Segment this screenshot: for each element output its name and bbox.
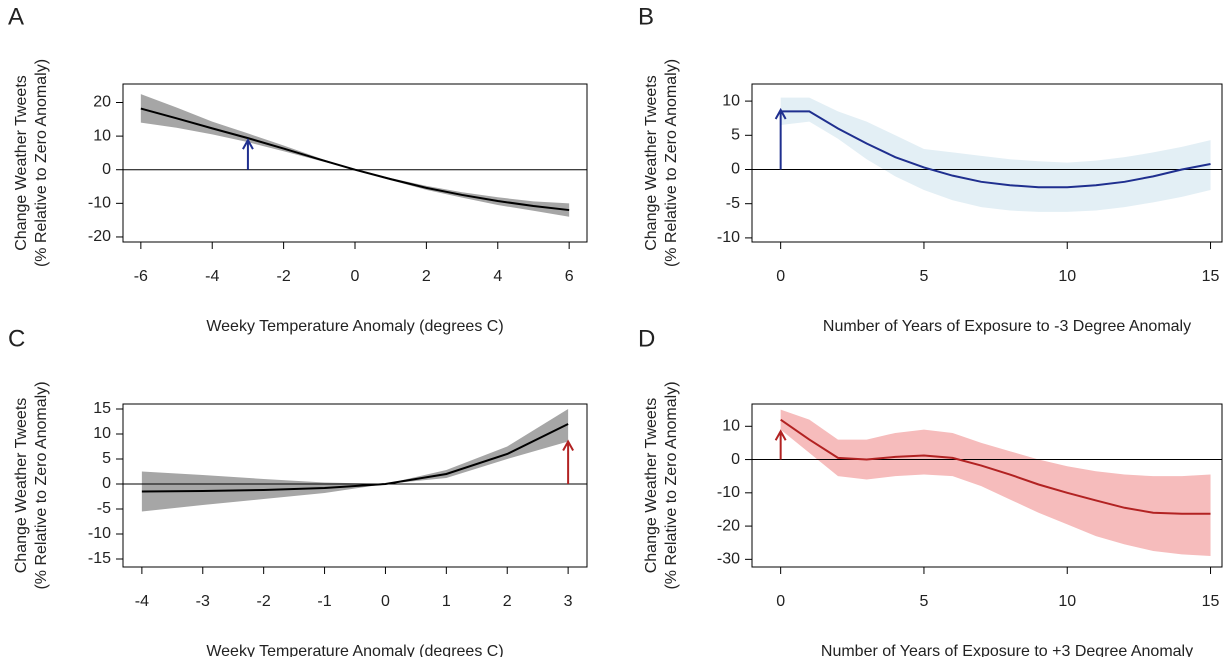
x-tick-label: -4 <box>205 268 219 285</box>
arrow <box>562 439 574 484</box>
plot-frame <box>122 403 588 568</box>
x-tick-label: 0 <box>776 593 785 610</box>
x-tick-label: -4 <box>135 593 149 610</box>
y-axis-label: Change Weather Tweets <box>13 75 30 251</box>
y-tick-label: -5 <box>97 500 111 517</box>
y-tick-label: 10 <box>722 92 740 109</box>
y-tick-label: 10 <box>93 425 111 442</box>
x-tick-label: 6 <box>565 268 574 285</box>
y-tick-label: -10 <box>88 525 111 542</box>
confidence-band <box>141 409 569 512</box>
x-tick-label: -2 <box>257 593 271 610</box>
y-axis-label: (% Relative to Zero Anomaly) <box>663 59 680 267</box>
y-tick-label: 5 <box>102 450 111 467</box>
x-tick-label: -2 <box>276 268 290 285</box>
x-tick-label: 10 <box>1058 593 1076 610</box>
panel-letter: C <box>8 325 25 352</box>
y-tick-label: 0 <box>102 161 111 178</box>
panel-letter: A <box>8 3 24 30</box>
x-tick-label: 5 <box>919 268 928 285</box>
confidence-band <box>780 409 1211 557</box>
y-tick-label: -20 <box>717 517 740 534</box>
line <box>780 110 1211 189</box>
x-tick-label: 15 <box>1202 268 1220 285</box>
x-tick-label: 10 <box>1058 268 1076 285</box>
x-tick-label: 2 <box>422 268 431 285</box>
y-axis-label: (% Relative to Zero Anomaly) <box>33 59 50 267</box>
x-tick-label: 2 <box>503 593 512 610</box>
x-tick-label: -1 <box>317 593 331 610</box>
x-tick-label: -6 <box>134 268 148 285</box>
plot-frame <box>751 83 1223 243</box>
line <box>780 418 1211 515</box>
plot-frame <box>122 83 588 243</box>
arrow <box>242 138 254 170</box>
y-axis-label: (% Relative to Zero Anomaly) <box>663 381 680 589</box>
arrow <box>774 429 787 460</box>
x-axis-label: Number of Years of Exposure to -3 Degree… <box>823 318 1191 335</box>
y-tick-label: 0 <box>731 161 740 178</box>
y-tick-label: -10 <box>717 484 740 501</box>
y-tick-label: -30 <box>717 551 740 568</box>
confidence-band <box>780 97 1211 212</box>
x-axis-label: Weeky Temperature Anomaly (degrees C) <box>206 643 503 657</box>
x-tick-label: 15 <box>1202 593 1220 610</box>
y-axis-label: (% Relative to Zero Anomaly) <box>33 381 50 589</box>
y-tick-label: 0 <box>731 451 740 468</box>
y-tick-label: 0 <box>102 475 111 492</box>
y-axis-label: Change Weather Tweets <box>643 398 660 574</box>
x-tick-label: 1 <box>442 593 451 610</box>
y-axis-label: Change Weather Tweets <box>643 75 660 251</box>
y-tick-label: -15 <box>88 550 111 567</box>
y-tick-label: -5 <box>726 195 740 212</box>
y-tick-label: 5 <box>731 127 740 144</box>
line <box>140 107 570 212</box>
x-tick-label: 5 <box>919 593 928 610</box>
x-tick-label: 0 <box>351 268 360 285</box>
x-tick-label: 4 <box>493 268 502 285</box>
plot-frame <box>751 403 1223 568</box>
y-tick-label: -10 <box>88 195 111 212</box>
y-tick-label: 15 <box>93 400 111 417</box>
panel-letter: D <box>638 325 655 352</box>
arrow <box>774 107 787 170</box>
x-axis-label: Number of Years of Exposure to +3 Degree… <box>821 643 1193 657</box>
x-tick-label: 0 <box>776 268 785 285</box>
x-tick-label: 0 <box>381 593 390 610</box>
y-tick-label: 10 <box>93 127 111 144</box>
panel-letter: B <box>638 3 654 30</box>
y-tick-label: 20 <box>93 94 111 111</box>
x-tick-label: -3 <box>196 593 210 610</box>
y-axis-label: Change Weather Tweets <box>13 398 30 574</box>
y-tick-label: -20 <box>88 228 111 245</box>
confidence-band <box>140 94 570 217</box>
y-tick-label: 10 <box>722 418 740 435</box>
x-tick-label: 3 <box>564 593 573 610</box>
x-axis-label: Weeky Temperature Anomaly (degrees C) <box>206 318 503 335</box>
y-tick-label: -10 <box>717 229 740 246</box>
line <box>141 423 569 493</box>
